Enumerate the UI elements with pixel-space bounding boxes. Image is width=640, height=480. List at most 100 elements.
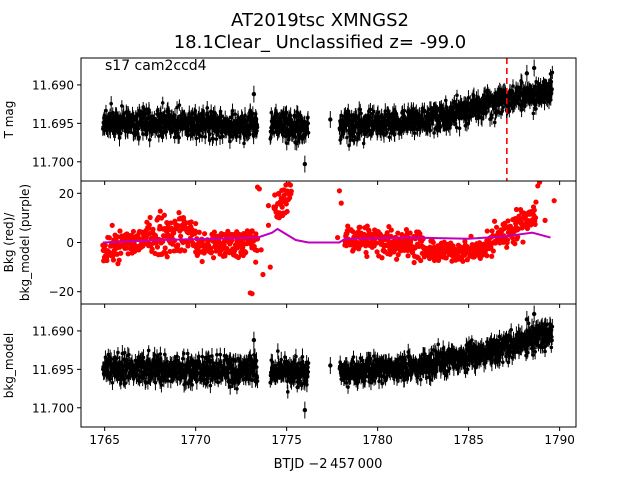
data-point xyxy=(247,132,252,137)
bkg-point xyxy=(403,227,410,233)
data-point xyxy=(242,141,246,146)
bkg-point xyxy=(254,247,260,254)
data-point xyxy=(454,125,459,130)
data-point xyxy=(368,107,373,112)
data-point xyxy=(136,126,141,131)
data-point xyxy=(352,134,357,139)
y-tick-label: 11.700 xyxy=(32,155,74,169)
data-point xyxy=(146,348,151,353)
bkg-point xyxy=(489,253,495,259)
data-point xyxy=(203,135,207,139)
data-point xyxy=(455,93,459,98)
data-point xyxy=(531,65,537,71)
data-point xyxy=(116,350,120,355)
data-point xyxy=(175,105,179,110)
data-point xyxy=(166,378,170,383)
bkg-point xyxy=(222,250,228,256)
bkg-point xyxy=(116,257,122,263)
data-point xyxy=(119,381,123,386)
bkg-point xyxy=(430,239,436,246)
data-point xyxy=(297,120,301,124)
data-point xyxy=(158,352,163,356)
bkg-point xyxy=(336,188,343,194)
data-point xyxy=(511,84,515,88)
data-point xyxy=(284,141,289,145)
bkg-point xyxy=(338,200,344,206)
data-point xyxy=(182,351,186,356)
bkg-point xyxy=(164,254,170,260)
data-point xyxy=(104,108,108,113)
bkg-point xyxy=(405,253,411,259)
bkg-point xyxy=(399,231,405,238)
data-point xyxy=(346,109,351,113)
bkg-point xyxy=(132,248,138,254)
data-point xyxy=(147,138,152,142)
data-point xyxy=(200,354,205,359)
data-point xyxy=(382,133,386,137)
data-point xyxy=(288,113,293,118)
bkg-point xyxy=(185,243,191,249)
bkg-point xyxy=(147,214,153,221)
bkg-point xyxy=(533,199,539,205)
data-point xyxy=(520,80,524,85)
data-point xyxy=(200,363,205,367)
data-point xyxy=(215,352,219,357)
bkg-point xyxy=(537,181,543,185)
bkg-point xyxy=(505,218,511,224)
data-point xyxy=(200,134,204,139)
bkg-point xyxy=(334,234,341,241)
data-point xyxy=(428,128,432,133)
data-point xyxy=(306,121,311,126)
data-point xyxy=(109,357,113,361)
bkg-point xyxy=(208,245,214,251)
data-point xyxy=(531,111,536,116)
y-tick-label: 0 xyxy=(66,236,74,250)
data-point xyxy=(359,111,363,116)
data-point xyxy=(208,358,212,363)
data-points xyxy=(101,305,555,419)
data-point xyxy=(120,104,124,108)
bkg-point xyxy=(110,257,117,263)
data-point xyxy=(135,368,140,373)
data-point xyxy=(306,130,311,135)
bkg-point xyxy=(188,219,194,225)
bkg-point xyxy=(504,237,511,243)
bkg-point xyxy=(357,224,363,230)
bkg-point xyxy=(287,175,292,180)
bkg-point xyxy=(460,258,466,264)
data-point xyxy=(220,134,225,139)
bkg-point xyxy=(407,230,413,236)
bkg-point xyxy=(178,233,184,239)
bkg-point xyxy=(265,203,272,209)
bkg-point xyxy=(418,257,424,264)
data-point xyxy=(126,130,130,134)
y-tick-label: 11.690 xyxy=(32,78,74,92)
bkg-point xyxy=(394,256,400,262)
bkg-point xyxy=(551,198,557,204)
data-point xyxy=(295,111,300,115)
bkg-point xyxy=(267,264,273,270)
bkg-point xyxy=(110,253,116,259)
bkg-point xyxy=(161,212,167,218)
bkg-point xyxy=(364,223,370,229)
bkg-point xyxy=(532,215,539,221)
bkg-point xyxy=(146,222,152,228)
data-point xyxy=(466,95,471,100)
bkg-point xyxy=(490,248,496,254)
y-axis-label: T mag xyxy=(2,101,16,140)
bkg-point xyxy=(379,255,385,261)
bkg-point xyxy=(130,228,137,235)
bkg-point xyxy=(168,220,174,226)
bkg-point xyxy=(284,208,290,215)
data-point xyxy=(137,135,141,140)
bkg-point xyxy=(211,229,217,235)
bkg-point xyxy=(484,228,490,234)
data-point xyxy=(210,354,214,358)
bkg-point xyxy=(364,253,370,260)
bkg-point xyxy=(208,249,215,255)
bkg-point xyxy=(210,255,217,261)
bkg-point xyxy=(532,221,538,227)
data-point xyxy=(208,383,213,388)
bkg-point xyxy=(520,239,526,245)
data-point xyxy=(383,109,388,113)
